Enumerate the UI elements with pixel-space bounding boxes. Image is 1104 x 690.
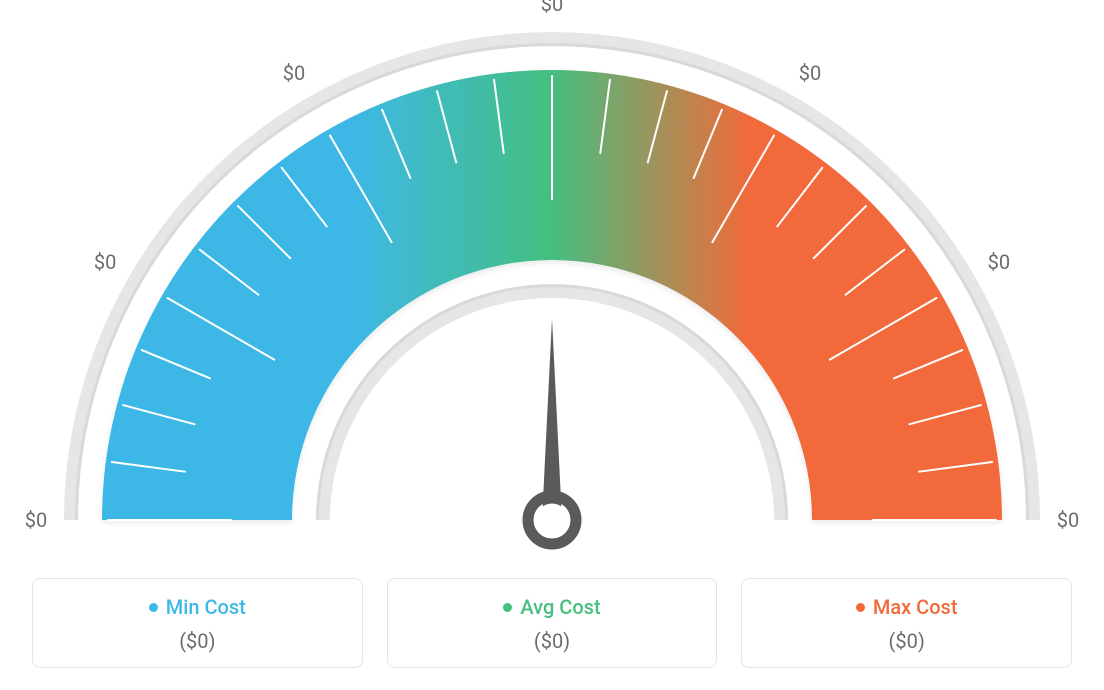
legend-value-min: ($0) [45, 629, 350, 653]
legend-dot-avg [503, 603, 512, 612]
legend-row: Min Cost ($0) Avg Cost ($0) Max Cost ($0… [32, 578, 1072, 668]
gauge-tick-label: $0 [799, 61, 821, 85]
legend-dot-min [149, 603, 158, 612]
gauge-tick-label: $0 [1057, 508, 1079, 532]
gauge-tick-label: $0 [94, 250, 116, 274]
legend-title-max: Max Cost [856, 595, 958, 619]
legend-card-max: Max Cost ($0) [741, 578, 1072, 668]
legend-value-max: ($0) [754, 629, 1059, 653]
gauge-tick-label: $0 [988, 250, 1010, 274]
legend-card-min: Min Cost ($0) [32, 578, 363, 668]
legend-label-min: Min Cost [166, 595, 246, 619]
legend-value-avg: ($0) [400, 629, 705, 653]
gauge-tick-label: $0 [541, 0, 563, 16]
legend-title-avg: Avg Cost [503, 595, 600, 619]
legend-dot-max [856, 603, 865, 612]
legend-card-avg: Avg Cost ($0) [387, 578, 718, 668]
gauge-tick-label: $0 [283, 61, 305, 85]
gauge-svg [52, 10, 1052, 580]
legend-label-avg: Avg Cost [520, 595, 600, 619]
gauge-chart: $0$0$0$0$0$0$0 [52, 10, 1052, 580]
legend-label-max: Max Cost [873, 595, 958, 619]
legend-title-min: Min Cost [149, 595, 246, 619]
gauge-tick-label: $0 [25, 508, 47, 532]
